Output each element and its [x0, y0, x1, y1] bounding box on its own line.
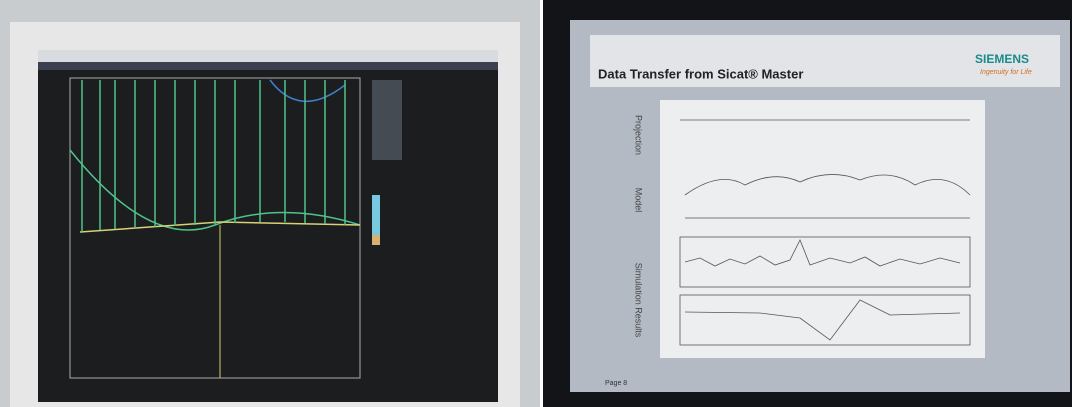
row-label: Simulation Results — [634, 263, 644, 338]
legend-swatch — [372, 235, 380, 245]
legend-swatch — [372, 195, 380, 235]
row-label: Projection — [634, 115, 644, 155]
window-titlebar — [38, 50, 498, 62]
tagline: Ingenuity for Life — [980, 69, 1032, 76]
photo-collage: Data Transfer from Sicat® Master SIEMENS… — [0, 0, 1072, 407]
info-text-block — [372, 80, 402, 160]
right-photo: Data Transfer from Sicat® Master SIEMENS… — [543, 0, 1072, 407]
row-label: Model — [634, 188, 644, 213]
logo: SIEMENS — [975, 52, 1029, 66]
monitor-screen — [38, 50, 498, 402]
footer-page: Page 8 — [605, 380, 627, 387]
left-photo — [0, 0, 540, 407]
slide-title: Data Transfer from Sicat® Master — [598, 66, 803, 81]
figure — [660, 100, 985, 358]
page: {"slide": {"title": "Data Transfer from … — [0, 0, 1072, 407]
menu-bar — [38, 62, 498, 70]
